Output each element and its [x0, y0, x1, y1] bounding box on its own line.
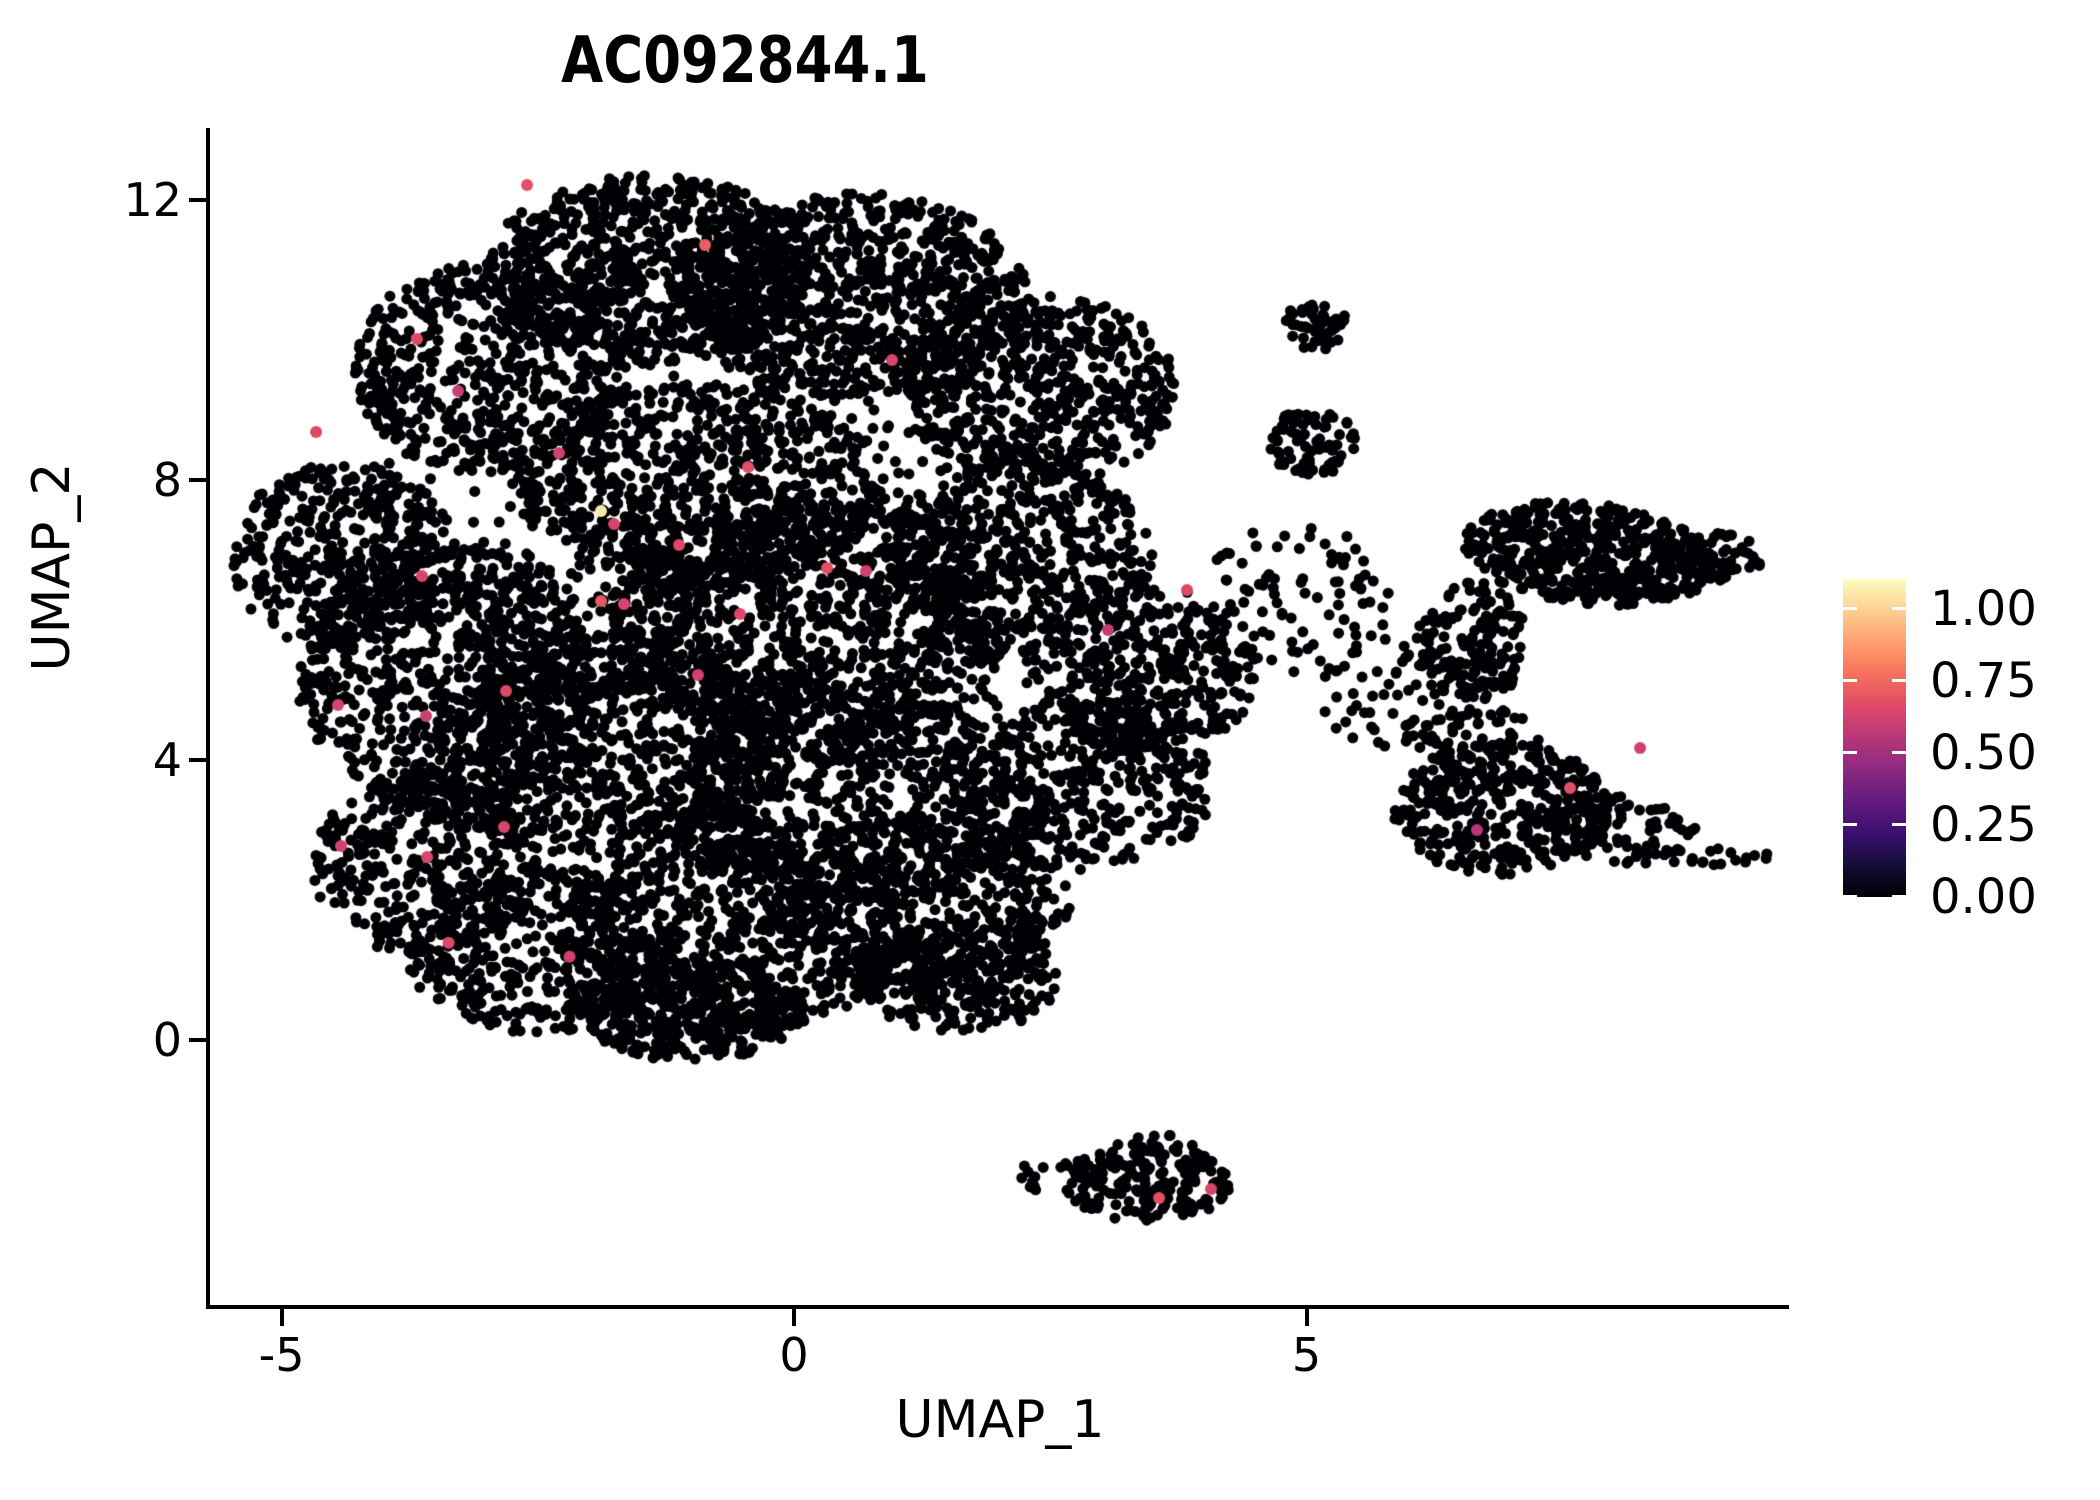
y-tick-label: 4 [152, 733, 182, 787]
y-axis-title: UMAP_2 [22, 462, 82, 672]
colorbar-tick-notch [1843, 607, 1857, 611]
colorbar-tick-notch [1892, 607, 1906, 611]
y-axis-line [206, 128, 210, 1309]
colorbar-tick-label: 0.50 [1930, 724, 2037, 781]
colorbar-tick-label: 0.75 [1930, 652, 2037, 709]
colorbar-tick-notch [1892, 751, 1906, 755]
y-tick-mark [189, 198, 206, 202]
y-tick-label: 8 [152, 453, 182, 507]
y-tick-mark [189, 758, 206, 762]
x-axis-title: UMAP_1 [895, 1390, 1105, 1450]
colorbar-tick-notch [1892, 679, 1906, 683]
x-tick-mark [279, 1309, 284, 1326]
colorbar-tick-label: 0.25 [1930, 796, 2037, 853]
colorbar-tick-notch [1843, 895, 1857, 897]
colorbar-tick-label: 1.00 [1930, 580, 2037, 637]
x-axis-line [206, 1305, 1789, 1309]
x-tick-label: 0 [779, 1328, 809, 1382]
colorbar-tick-notch [1843, 823, 1857, 827]
x-tick-label: 5 [1291, 1328, 1322, 1382]
x-tick-label: -5 [258, 1328, 305, 1382]
colorbar-tick-notch [1843, 679, 1857, 683]
y-tick-label: 0 [152, 1013, 182, 1067]
colorbar-tick-notch [1892, 895, 1906, 897]
colorbar-tick-label: 0.00 [1930, 869, 2037, 925]
y-tick-mark [189, 1038, 206, 1042]
y-tick-mark [189, 478, 206, 482]
x-tick-mark [1304, 1309, 1309, 1326]
y-tick-label: 12 [123, 173, 182, 227]
colorbar-gradient [1843, 579, 1906, 897]
x-tick-mark [792, 1309, 797, 1326]
colorbar-tick-notch [1892, 823, 1906, 827]
colorbar-tick-notch [1843, 751, 1857, 755]
